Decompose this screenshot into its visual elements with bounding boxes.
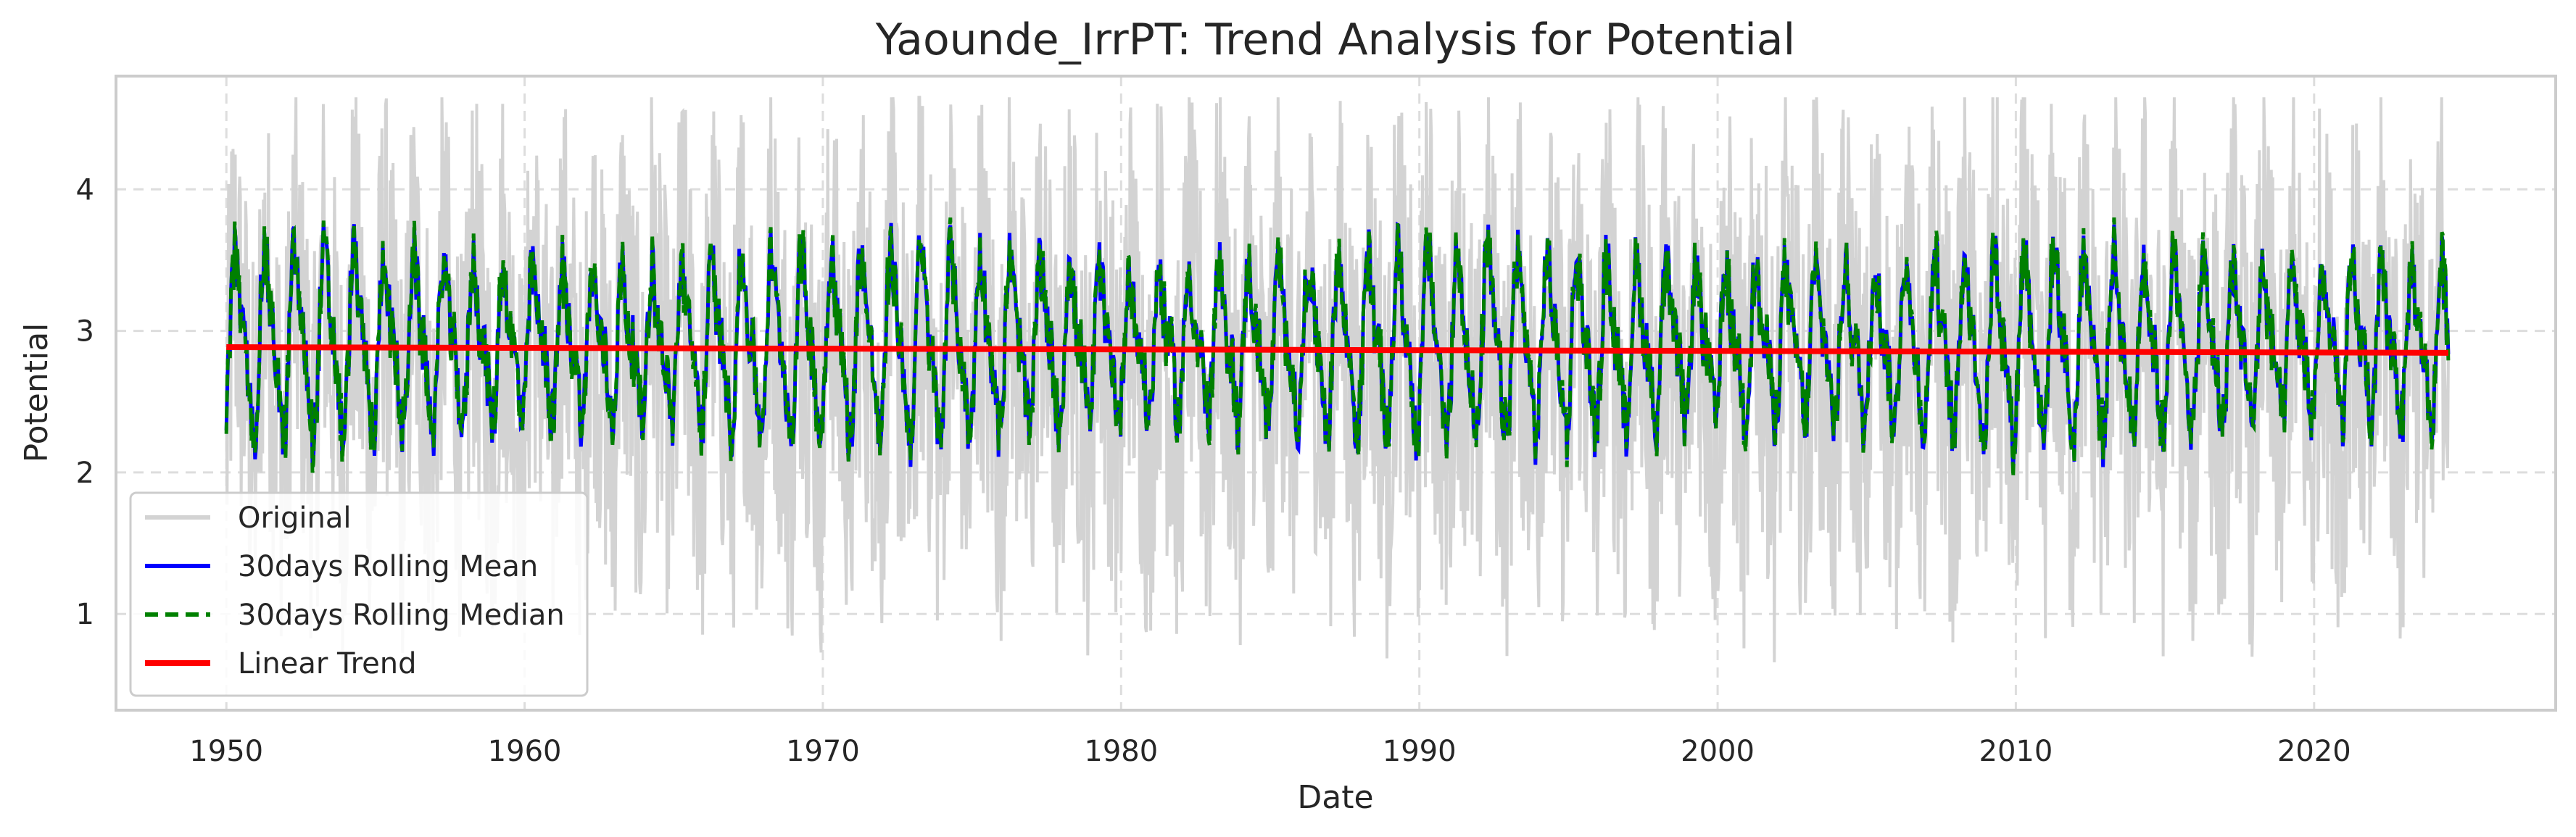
legend-label-rolling-mean: 30days Rolling Mean xyxy=(238,550,538,583)
y-tick-label: 2 xyxy=(76,457,94,490)
x-tick-label: 1970 xyxy=(786,735,860,768)
rolling-median-line xyxy=(224,217,2451,477)
x-tick-label: 1950 xyxy=(189,735,263,768)
y-tick-label: 4 xyxy=(76,173,94,207)
y-axis-label: Potential xyxy=(18,323,55,463)
legend-label-linear-trend: Linear Trend xyxy=(238,647,417,680)
chart-title: Yaounde_IrrPT: Trend Analysis for Potent… xyxy=(875,14,1795,65)
x-axis-label: Date xyxy=(1297,779,1373,816)
x-tick-label: 1980 xyxy=(1084,735,1158,768)
legend: Original 30days Rolling Mean 30days Roll… xyxy=(129,491,589,697)
legend-label-original: Original xyxy=(238,501,352,535)
x-tick-label: 1960 xyxy=(488,735,562,768)
series-rolling-median xyxy=(224,217,2451,477)
x-tick-label: 2020 xyxy=(2277,735,2351,768)
legend-frame xyxy=(129,491,589,697)
y-tick-label: 3 xyxy=(76,315,94,349)
linear-trend-line xyxy=(226,344,2448,356)
x-tick-label: 2000 xyxy=(1681,735,1755,768)
plot-frame xyxy=(115,75,2557,712)
x-tick-label: 2010 xyxy=(1979,735,2053,768)
series-linear-trend xyxy=(226,344,2448,356)
y-tick-label: 1 xyxy=(76,598,94,631)
x-tick-label: 1990 xyxy=(1383,735,1457,768)
legend-label-rolling-median: 30days Rolling Median xyxy=(238,599,565,632)
tick-labels: 1950 1960 1970 1980 1990 2000 2010 2020 1 2 3 4 xyxy=(76,173,2351,768)
